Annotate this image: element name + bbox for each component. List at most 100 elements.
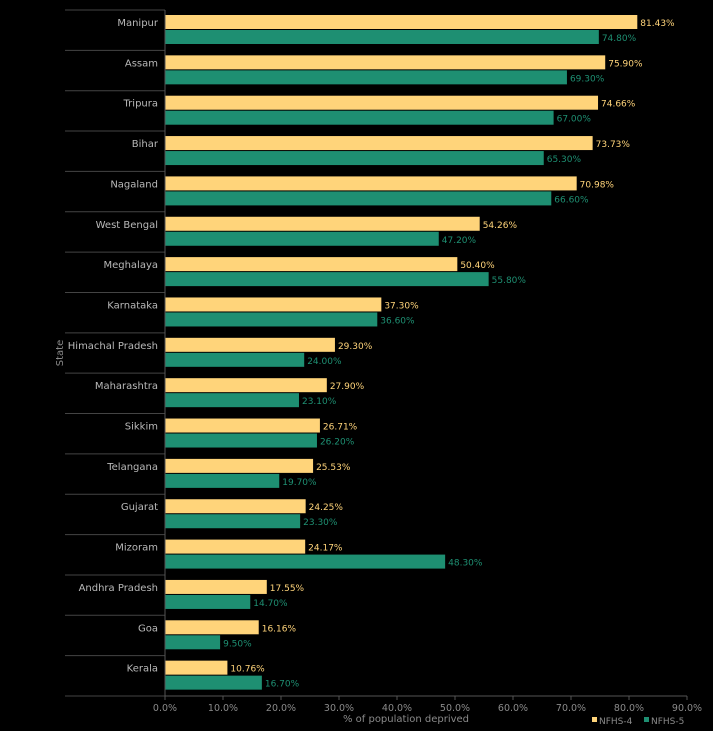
state-label: Goa <box>138 623 158 634</box>
bars <box>165 15 638 690</box>
state-label: Maharashtra <box>95 381 158 392</box>
data-label: 75.90% <box>608 59 643 69</box>
bar-nfhs-5 <box>165 514 301 529</box>
bar-nfhs-4 <box>165 176 577 191</box>
data-label: 14.70% <box>253 599 288 609</box>
data-label: 24.17% <box>308 544 343 554</box>
bar-nfhs-4 <box>165 660 228 675</box>
bar-nfhs-5 <box>165 312 378 327</box>
x-tick-label: 50.0% <box>440 703 470 714</box>
data-label: 26.71% <box>323 423 358 433</box>
state-label: Telangana <box>106 462 158 473</box>
data-labels: 81.43%74.80% 75.90%69.30% 74.66% 67.00% 73.7… <box>223 19 675 690</box>
data-label: 67.00% <box>557 115 592 125</box>
state-label: Andhra Pradesh <box>79 583 158 594</box>
data-label: 23.30% <box>303 518 338 528</box>
state-label: Karnataka <box>107 300 158 311</box>
x-tick-label: 20.0% <box>266 703 296 714</box>
x-tick-label: 60.0% <box>498 703 528 714</box>
bar-nfhs-4 <box>165 539 306 554</box>
bar-nfhs-4 <box>165 378 327 393</box>
bar-nfhs-4 <box>165 337 335 352</box>
state-label: Kerala <box>127 664 158 675</box>
data-label: 25.53% <box>316 463 351 473</box>
bar-nfhs-4 <box>165 620 259 635</box>
x-tick-label: 90.0% <box>672 703 702 714</box>
bar-nfhs-5 <box>165 70 567 85</box>
state-label: Bihar <box>132 139 159 150</box>
data-label: 26.20% <box>320 438 355 448</box>
legend-swatch <box>644 717 649 722</box>
y-axis-title: State <box>55 340 66 366</box>
state-label: Tripura <box>123 99 158 110</box>
data-label: 74.80% <box>602 34 637 44</box>
x-tick-label: 0.0% <box>153 703 177 714</box>
data-label: 81.43% <box>640 19 675 29</box>
bar-nfhs-4 <box>165 458 314 473</box>
x-tick-label: 30.0% <box>324 703 354 714</box>
data-label: 16.70% <box>265 680 300 690</box>
bar-nfhs-4 <box>165 95 599 110</box>
row-separators <box>65 9 165 697</box>
x-tick-label: 70.0% <box>556 703 586 714</box>
data-label: 16.16% <box>262 624 297 634</box>
data-label: 19.70% <box>282 478 317 488</box>
state-label: Mizoram <box>115 543 158 554</box>
bar-nfhs-4 <box>165 136 593 151</box>
bar-nfhs-4 <box>165 15 638 29</box>
bar-nfhs-5 <box>165 272 489 287</box>
bar-nfhs-5 <box>165 554 446 569</box>
data-label: 29.30% <box>338 342 373 352</box>
x-axis-title: % of population deprived <box>343 714 469 725</box>
data-label: 74.66% <box>601 100 636 110</box>
legend: NFHS-4 NFHS-5 <box>592 717 684 727</box>
legend-label: NFHS-5 <box>651 717 684 727</box>
data-label: 37.30% <box>384 301 419 311</box>
state-label: Assam <box>125 58 158 69</box>
data-label: 54.26% <box>483 221 518 231</box>
bar-nfhs-4 <box>165 579 267 594</box>
data-label: 66.60% <box>554 195 589 205</box>
bar-nfhs-4 <box>165 297 382 312</box>
data-label: 48.30% <box>448 559 483 569</box>
x-tick-label: 40.0% <box>382 703 412 714</box>
data-label: 10.76% <box>230 665 265 675</box>
data-label: 50.40% <box>460 261 495 271</box>
data-label: 24.25% <box>309 503 344 513</box>
bar-nfhs-5 <box>165 635 221 650</box>
x-tick-label: 10.0% <box>208 703 238 714</box>
data-label: 69.30% <box>570 74 605 84</box>
data-label: 17.55% <box>270 584 305 594</box>
bar-nfhs-5 <box>165 352 305 367</box>
data-label: 9.50% <box>223 639 252 649</box>
bar-nfhs-5 <box>165 151 544 166</box>
bar-nfhs-5 <box>165 191 552 206</box>
bar-nfhs-5 <box>165 675 262 690</box>
x-tick-label: 80.0% <box>614 703 644 714</box>
state-label: Nagaland <box>110 179 158 190</box>
bar-nfhs-4 <box>165 55 606 70</box>
bar-nfhs-5 <box>165 473 280 488</box>
legend-swatch <box>592 717 597 722</box>
state-labels: Manipur Assam Tripura Bihar Nagaland West Ben… <box>68 18 159 675</box>
data-label: 27.90% <box>330 382 365 392</box>
bar-nfhs-5 <box>165 231 439 246</box>
bar-nfhs-4 <box>165 499 306 514</box>
state-label: Himachal Pradesh <box>68 341 158 352</box>
data-label: 36.60% <box>380 316 415 326</box>
data-label: 70.98% <box>580 180 615 190</box>
legend-label: NFHS-4 <box>599 717 633 727</box>
bar-nfhs-5 <box>165 110 554 125</box>
data-label: 55.80% <box>492 276 527 286</box>
bar-nfhs-4 <box>165 216 480 231</box>
bar-nfhs-5 <box>165 30 599 44</box>
state-label: West Bengal <box>96 220 158 231</box>
bar-nfhs-5 <box>165 433 317 448</box>
data-label: 24.00% <box>307 357 342 367</box>
state-label: Gujarat <box>121 502 158 513</box>
data-label: 73.73% <box>596 140 631 150</box>
bar-nfhs-4 <box>165 418 320 433</box>
data-label: 65.30% <box>547 155 582 165</box>
bar-nfhs-5 <box>165 393 299 408</box>
bar-nfhs-4 <box>165 257 458 272</box>
